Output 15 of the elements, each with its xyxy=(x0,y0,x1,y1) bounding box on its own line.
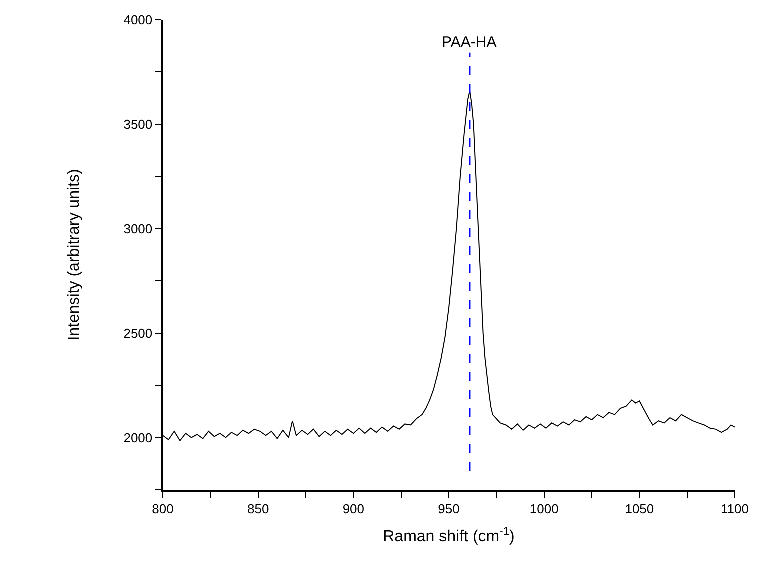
y-tick-label: 2000 xyxy=(124,430,153,446)
y-tick-label: 3000 xyxy=(124,221,153,236)
x-tick-label: 900 xyxy=(342,501,365,516)
x-tick-label: 1050 xyxy=(625,501,654,516)
x-tick-label: 850 xyxy=(247,501,270,516)
y-axis-title: Intensity (arbitrary units) xyxy=(66,169,84,341)
ref-line-label: PAA-HA xyxy=(442,34,497,51)
x-axis-title: Raman shift (cm$^{-1}$) xyxy=(383,526,515,546)
x-tick-label: 1000 xyxy=(530,501,559,516)
y-tick-label: 4000 xyxy=(124,12,153,28)
y-tick-label: 2500 xyxy=(124,326,153,341)
y-tick-label: 3500 xyxy=(124,116,153,132)
x-tick-label: 950 xyxy=(438,501,460,516)
x-tick-label: 1100 xyxy=(721,501,749,516)
x-tick-label: 800 xyxy=(152,501,174,516)
